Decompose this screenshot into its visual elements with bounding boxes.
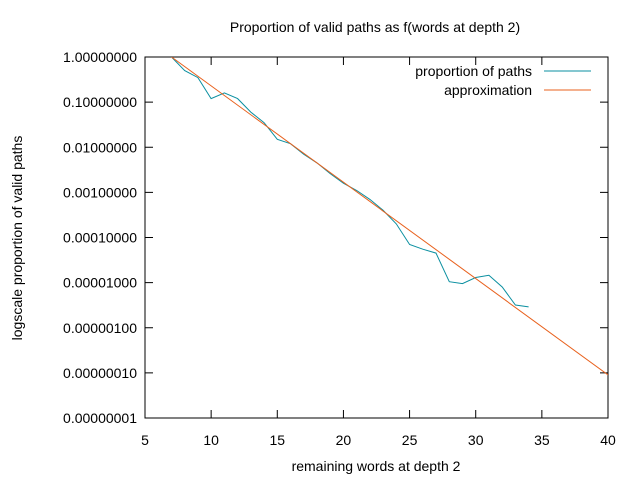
x-axis-label: remaining words at depth 2 (292, 458, 461, 474)
y-tick-label: 0.01000000 (63, 139, 137, 155)
x-tick-label: 15 (269, 432, 285, 448)
x-tick-label: 35 (534, 432, 550, 448)
y-ticks: 1.00000000 0.10000000 0.01000000 0.00100000… (63, 49, 608, 426)
y-tick-label: 0.00100000 (63, 184, 137, 200)
series-line-1 (171, 57, 608, 376)
y-tick-label: 0.10000000 (63, 94, 137, 110)
y-axis-label: logscale proportion of valid paths (9, 136, 25, 341)
y-tick-label: 0.00010000 (63, 230, 137, 246)
x-tick-label: 10 (203, 432, 219, 448)
y-tick-label: 0.00000100 (63, 320, 137, 336)
chart-title: Proportion of valid paths as f(words at … (230, 19, 520, 35)
legend-label-1: approximation (444, 82, 532, 98)
x-tick-label: 25 (402, 432, 418, 448)
series-layer (171, 57, 608, 376)
legend: proportion of paths approximation (415, 63, 591, 98)
y-tick-label: 1.00000000 (63, 49, 137, 65)
y-tick-label: 0.00000010 (63, 365, 137, 381)
y-tick-label: 0.00000001 (63, 410, 137, 426)
x-tick-label: 30 (468, 432, 484, 448)
x-tick-label: 40 (600, 432, 616, 448)
legend-label-0: proportion of paths (415, 63, 532, 79)
x-tick-label: 5 (141, 432, 149, 448)
plot-frame (144, 56, 609, 419)
x-ticks: 5 10 15 20 25 30 35 40 (141, 57, 616, 448)
x-tick-label: 20 (336, 432, 352, 448)
y-tick-label: 0.00001000 (63, 275, 137, 291)
